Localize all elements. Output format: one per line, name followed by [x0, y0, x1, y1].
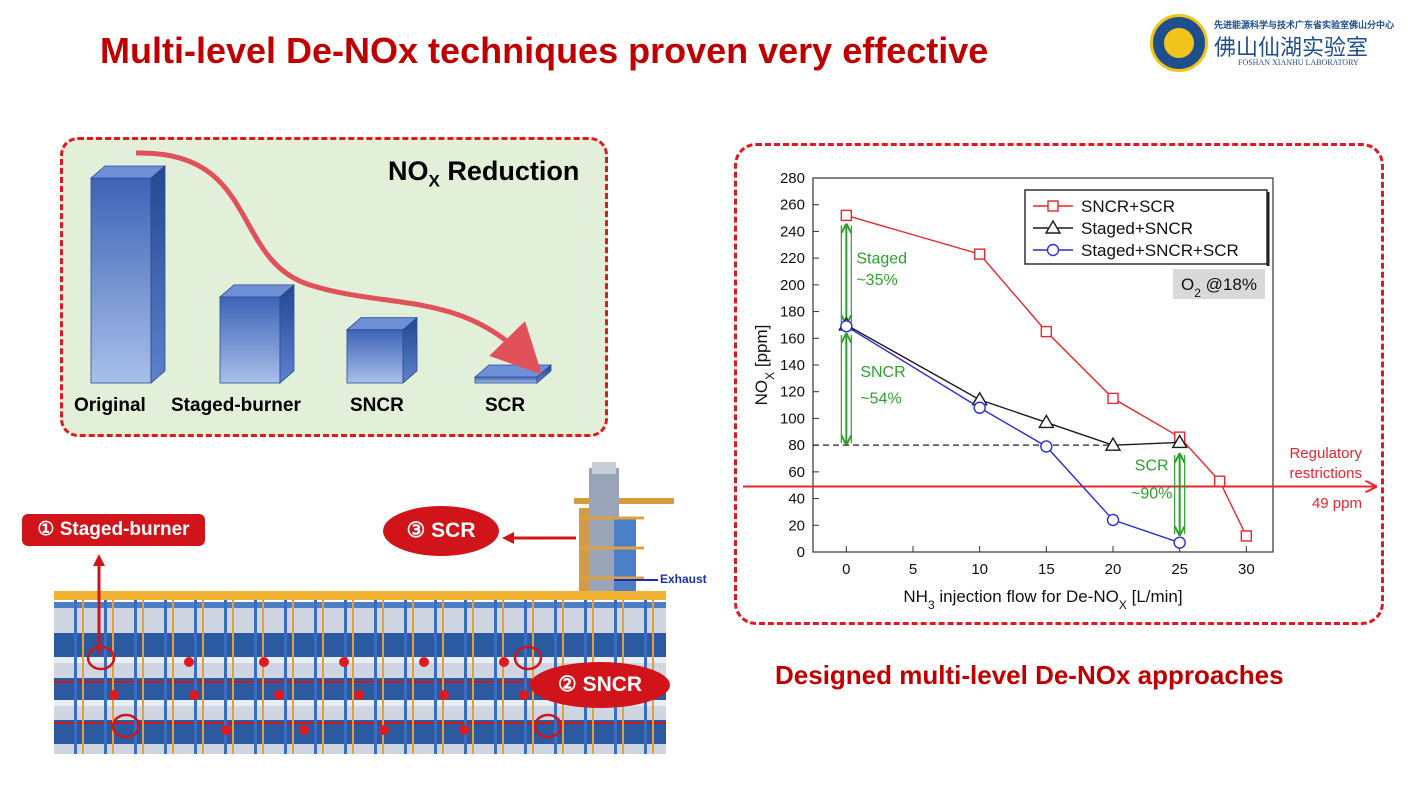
- point-staged-sncr-scr: [1173, 536, 1186, 549]
- point-staged-sncr-scr: [1106, 513, 1120, 527]
- y-tick-label: 40: [788, 491, 805, 508]
- annotation-value: ~90%: [1131, 486, 1172, 503]
- y-tick-label: 260: [780, 197, 805, 214]
- exhaust-label: Exhaust: [660, 572, 707, 586]
- x-tick-label: 30: [1238, 561, 1255, 578]
- point-staged-sncr: [1171, 434, 1188, 449]
- y-tick-label: 0: [797, 544, 805, 561]
- x-tick-label: 25: [1171, 561, 1188, 578]
- annotation-label: Staged: [856, 250, 907, 267]
- point-staged-sncr-scr: [1040, 440, 1053, 453]
- logo-chinese-subtitle: 先进能源科学与技术广东省实验室佛山分中心: [1214, 20, 1395, 30]
- bar-label-original: Original: [74, 395, 146, 416]
- legend-marker: [1047, 200, 1059, 212]
- annotation-label: SCR: [1135, 458, 1169, 475]
- bar-label-scr: SCR: [485, 395, 526, 416]
- point-staged-sncr-scr: [840, 320, 853, 333]
- x-axis-label: NH3 injection flow for De-NOX [L/min]: [903, 587, 1182, 612]
- x-tick-label: 10: [971, 561, 988, 578]
- lab-seal-logo: [1150, 14, 1208, 72]
- chart-panel: [734, 143, 1384, 625]
- bar-label-sncr: SNCR: [350, 395, 404, 416]
- chart-caption: Designed multi-level De-NOx approaches: [775, 660, 1284, 690]
- reduction-bar-sncr: [345, 316, 419, 384]
- point-sncr-scr: [1240, 530, 1253, 542]
- y-tick-label: 280: [780, 170, 805, 187]
- annotation-value: ~35%: [856, 272, 897, 289]
- y-tick-label: 80: [788, 437, 805, 454]
- y-tick-label: 160: [780, 330, 805, 347]
- point-sncr-scr: [840, 209, 853, 222]
- y-tick-label: 100: [780, 410, 805, 427]
- regulatory-label: Regulatory: [1289, 445, 1362, 462]
- point-staged-sncr: [1104, 436, 1122, 451]
- regulatory-label-2: restrictions: [1289, 465, 1362, 482]
- callout-sncr: ② SNCR: [530, 662, 670, 708]
- logo-english-name: FOSHAN XIANHU LABORATORY: [1238, 58, 1359, 67]
- y-tick-label: 200: [780, 277, 805, 294]
- callout-staged-burner: ① Staged-burner: [22, 514, 205, 546]
- point-staged-sncr-scr: [973, 401, 986, 414]
- point-sncr-scr: [1040, 325, 1053, 338]
- y-tick-label: 120: [780, 384, 805, 401]
- legend-box: [1024, 189, 1268, 265]
- reduction-bar-staged-burner: [218, 284, 296, 384]
- reduction-bar-scr: [473, 364, 553, 384]
- legend-marker: [1044, 219, 1062, 234]
- annotation-value: ~54%: [860, 391, 901, 408]
- legend-entry: SNCR+SCR: [1081, 197, 1175, 216]
- point-sncr-scr: [1213, 475, 1226, 487]
- legend-entry: Staged+SNCR: [1081, 219, 1193, 238]
- point-sncr-scr: [1107, 392, 1119, 405]
- nox-vs-nh3-chart: 0 5 10 15 20 25 30 0 20 40 60 80 100 120 140 160 180 200 2…: [743, 170, 1380, 612]
- y-tick-label: 60: [788, 464, 805, 481]
- regulatory-value-label: 49 ppm: [1312, 495, 1362, 512]
- y-tick-label: 240: [780, 223, 805, 240]
- x-tick-label: 0: [842, 561, 850, 578]
- y-axis-label: NOX [ppm]: [752, 325, 777, 406]
- o2-note-box: [1173, 269, 1265, 299]
- nox-reduction-bars: [89, 150, 553, 384]
- callout-scr: ③ SCR: [383, 506, 499, 556]
- point-sncr-scr: [973, 248, 986, 260]
- y-tick-label: 220: [780, 250, 805, 267]
- y-tick-label: 180: [780, 304, 805, 321]
- logo-chinese-name: 佛山仙湖实验室: [1214, 36, 1369, 61]
- reduction-bar-original: [89, 165, 167, 384]
- reduction-trend-arrow: [135, 150, 542, 375]
- x-tick-label: 15: [1038, 561, 1055, 578]
- kiln-plant-illustration: [54, 458, 718, 764]
- x-tick-label: 20: [1105, 561, 1122, 578]
- bar-label-staged-burner: Staged-burner: [171, 395, 301, 416]
- legend-entry: Staged+SNCR+SCR: [1081, 241, 1239, 260]
- slide-title: Multi-level De-NOx techniques proven ver…: [100, 30, 989, 71]
- nox-reduction-title: NOX Reduction: [388, 156, 580, 191]
- o2-note: O2 @18%: [1181, 275, 1257, 300]
- y-tick-label: 20: [788, 517, 805, 534]
- x-tick-label: 5: [909, 561, 917, 578]
- y-tick-label: 140: [780, 357, 805, 374]
- legend-marker: [1046, 243, 1060, 257]
- point-staged-sncr: [1038, 414, 1055, 429]
- annotation-label: SNCR: [860, 364, 905, 381]
